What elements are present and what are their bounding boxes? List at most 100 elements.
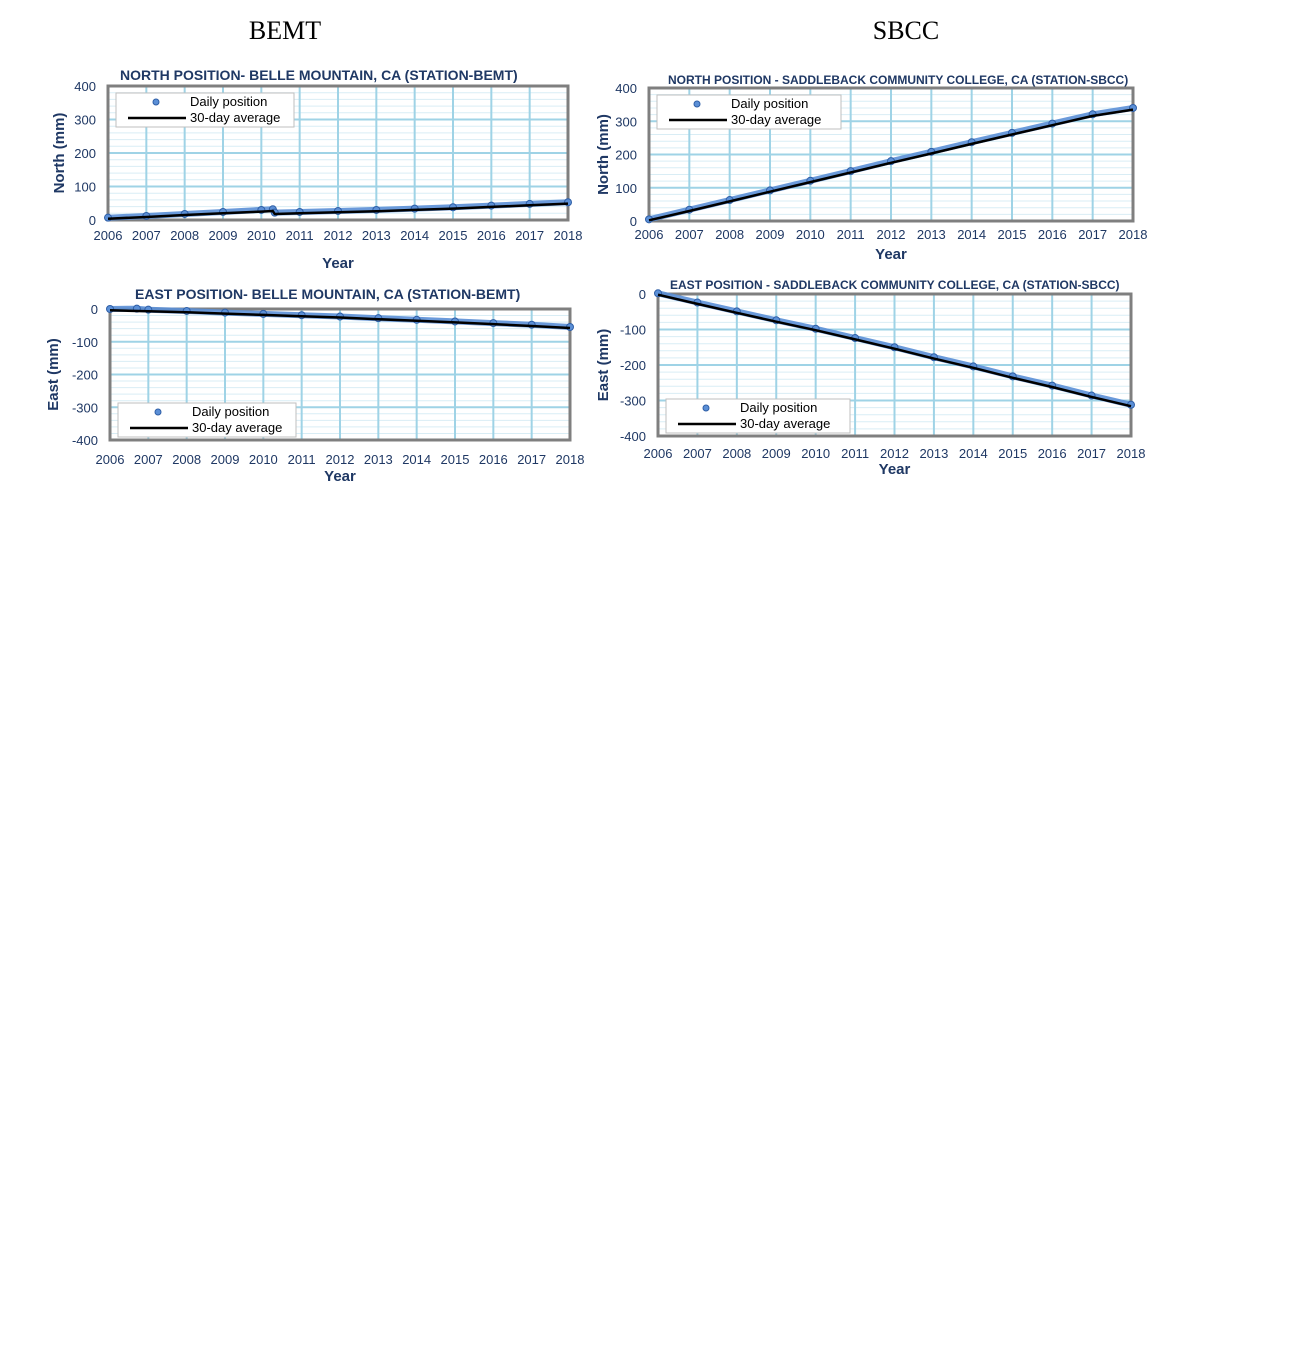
average-line xyxy=(109,309,571,330)
y-tick-label: -200 xyxy=(72,368,98,383)
x-tick-label: 2011 xyxy=(837,227,865,242)
x-tick-label: 2011 xyxy=(286,228,314,243)
y-tick-label: 400 xyxy=(74,79,96,94)
y-tick-label: -400 xyxy=(620,429,646,444)
x-tick-label: 2015 xyxy=(441,452,470,467)
legend-label-daily: Daily position xyxy=(740,400,817,415)
average-line xyxy=(107,202,569,220)
x-tick-label: 2013 xyxy=(362,228,391,243)
x-tick-label: 2010 xyxy=(796,227,825,242)
y-tick-label: 0 xyxy=(639,287,646,302)
y-tick-label: -200 xyxy=(620,358,646,373)
y-tick-label: -300 xyxy=(620,394,646,409)
plot-frame xyxy=(106,84,570,222)
legend-marker-daily xyxy=(702,404,710,412)
x-tick-label: 2013 xyxy=(917,227,946,242)
x-tick-label: 2018 xyxy=(556,452,585,467)
average-line xyxy=(648,108,1134,222)
x-tick-label: 2016 xyxy=(477,228,506,243)
x-tick-label: 2014 xyxy=(959,446,988,461)
x-tick-label: 2017 xyxy=(1077,446,1106,461)
x-axis-label: Year xyxy=(875,246,907,263)
x-tick-label: 2012 xyxy=(877,227,906,242)
x-tick-label: 2009 xyxy=(762,446,791,461)
x-tick-label: 2011 xyxy=(288,452,316,467)
legend-box xyxy=(115,92,295,128)
legend-marker-daily xyxy=(693,100,701,108)
y-tick-label: -300 xyxy=(72,400,98,415)
y-tick-label: -400 xyxy=(72,433,98,448)
chart-title: NORTH POSITION- BELLE MOUNTAIN, CA (STAT… xyxy=(120,67,518,83)
x-tick-label: 2013 xyxy=(364,452,393,467)
x-tick-label: 2008 xyxy=(170,228,199,243)
x-tick-label: 2017 xyxy=(1078,227,1107,242)
legend-label-average: 30-day average xyxy=(192,420,282,435)
average-line xyxy=(657,293,1132,408)
x-tick-label: 2018 xyxy=(1117,446,1146,461)
x-tick-label: 2014 xyxy=(402,452,431,467)
legend-marker-daily xyxy=(152,98,160,106)
y-tick-label: -100 xyxy=(620,323,646,338)
legend-label-daily: Daily position xyxy=(192,404,269,419)
plot-frame xyxy=(108,307,572,442)
column-heading-sbcc: SBCC xyxy=(872,16,940,45)
y-tick-label: 100 xyxy=(74,180,96,195)
y-tick-label: 0 xyxy=(89,213,96,228)
y-tick-label: 0 xyxy=(91,302,98,317)
legend-box xyxy=(656,94,842,130)
x-tick-label: 2008 xyxy=(172,452,201,467)
x-tick-label: 2007 xyxy=(134,452,163,467)
x-tick-label: 2017 xyxy=(515,228,544,243)
plot-frame xyxy=(656,292,1133,438)
y-tick-label: 100 xyxy=(615,181,637,196)
x-tick-label: 2015 xyxy=(439,228,468,243)
chart-title: NORTH POSITION - SADDLEBACK COMMUNITY CO… xyxy=(668,73,1128,87)
chart-sbcc-east: EAST POSITION - SADDLEBACK COMMUNITY COL… xyxy=(595,278,1146,478)
legend-label-average: 30-day average xyxy=(731,112,821,127)
x-tick-label: 2016 xyxy=(1038,227,1067,242)
x-tick-label: 2017 xyxy=(517,452,546,467)
legend-label-daily: Daily position xyxy=(190,94,267,109)
x-tick-label: 2015 xyxy=(998,227,1027,242)
y-tick-label: -100 xyxy=(72,335,98,350)
x-tick-label: 2008 xyxy=(715,227,744,242)
x-axis-label: Year xyxy=(322,255,354,272)
x-tick-label: 2007 xyxy=(675,227,704,242)
y-tick-label: 400 xyxy=(615,81,637,96)
x-tick-label: 2009 xyxy=(211,452,240,467)
chart-bemt-east: EAST POSITION- BELLE MOUNTAIN, CA (STATI… xyxy=(45,286,585,485)
legend-label-daily: Daily position xyxy=(731,96,808,111)
x-tick-label: 2011 xyxy=(841,446,869,461)
chart-title: EAST POSITION - SADDLEBACK COMMUNITY COL… xyxy=(670,278,1120,292)
x-tick-label: 2009 xyxy=(209,228,238,243)
y-axis-label: North (mm) xyxy=(595,114,612,195)
x-tick-label: 2007 xyxy=(683,446,712,461)
x-tick-label: 2010 xyxy=(801,446,830,461)
y-tick-label: 200 xyxy=(615,148,637,163)
x-tick-label: 2016 xyxy=(479,452,508,467)
x-tick-label: 2009 xyxy=(756,227,785,242)
x-axis-label: Year xyxy=(324,468,356,485)
x-tick-label: 2018 xyxy=(1119,227,1148,242)
legend-marker-daily xyxy=(154,408,162,416)
plot-frame xyxy=(647,86,1135,223)
y-tick-label: 0 xyxy=(630,214,637,229)
legend-box xyxy=(665,398,851,434)
x-tick-label: 2014 xyxy=(400,228,429,243)
x-tick-label: 2015 xyxy=(998,446,1027,461)
y-axis-label: North (mm) xyxy=(51,113,68,194)
x-tick-label: 2007 xyxy=(132,228,161,243)
x-tick-label: 2010 xyxy=(249,452,278,467)
x-tick-label: 2014 xyxy=(957,227,986,242)
y-axis-label: East (mm) xyxy=(45,338,62,411)
chart-sbcc-north: NORTH POSITION - SADDLEBACK COMMUNITY CO… xyxy=(595,73,1148,263)
y-tick-label: 300 xyxy=(615,114,637,129)
x-tick-label: 2008 xyxy=(722,446,751,461)
column-heading-bemt: BEMT xyxy=(248,16,322,45)
x-axis-label: Year xyxy=(879,461,911,478)
chart-title: EAST POSITION- BELLE MOUNTAIN, CA (STATI… xyxy=(135,286,520,302)
